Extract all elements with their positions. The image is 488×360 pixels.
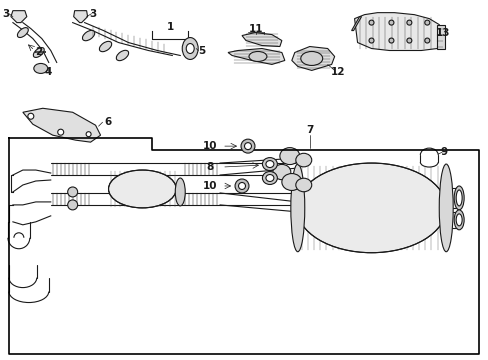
Ellipse shape [67,200,78,210]
Ellipse shape [265,161,273,167]
Ellipse shape [34,63,48,73]
Ellipse shape [453,186,463,210]
Ellipse shape [368,38,373,43]
Ellipse shape [279,148,299,165]
Text: 10: 10 [203,141,217,151]
Text: 5: 5 [198,45,205,55]
Ellipse shape [262,158,277,171]
Ellipse shape [295,153,311,167]
Ellipse shape [99,41,111,52]
Text: 4: 4 [44,67,51,77]
Polygon shape [242,32,281,46]
Ellipse shape [455,190,461,206]
Ellipse shape [296,163,446,253]
Text: 2: 2 [35,48,42,58]
Ellipse shape [175,178,185,206]
Ellipse shape [116,50,128,60]
Ellipse shape [82,30,95,41]
Text: 3: 3 [2,9,10,19]
Polygon shape [436,24,444,49]
Ellipse shape [388,38,393,43]
Ellipse shape [281,174,301,190]
Ellipse shape [424,38,429,43]
Polygon shape [227,49,285,64]
Polygon shape [23,108,101,142]
Ellipse shape [241,139,254,153]
Text: 3: 3 [89,9,96,19]
Ellipse shape [67,187,78,197]
Text: 10: 10 [203,181,217,191]
Ellipse shape [182,37,198,59]
Ellipse shape [235,179,248,193]
Text: 12: 12 [330,67,344,77]
Ellipse shape [58,129,63,135]
Ellipse shape [108,170,176,208]
Ellipse shape [265,175,273,181]
Text: 9: 9 [440,147,447,157]
Ellipse shape [438,164,452,252]
Ellipse shape [406,20,411,25]
Text: 11: 11 [248,24,263,33]
Ellipse shape [406,38,411,43]
Polygon shape [291,46,334,71]
Polygon shape [74,11,87,23]
Ellipse shape [453,210,463,230]
Text: 13: 13 [435,28,449,37]
Text: 1: 1 [166,22,174,32]
Ellipse shape [368,20,373,25]
Ellipse shape [295,178,311,192]
Ellipse shape [186,44,194,54]
Ellipse shape [424,20,429,25]
Polygon shape [354,13,440,50]
Text: 8: 8 [206,162,213,172]
Text: 6: 6 [103,117,111,127]
Ellipse shape [86,132,91,137]
Polygon shape [11,11,27,23]
Ellipse shape [28,113,34,119]
Ellipse shape [33,48,44,58]
Ellipse shape [18,28,28,37]
Ellipse shape [272,165,290,180]
Ellipse shape [290,164,304,252]
Ellipse shape [238,183,245,189]
Ellipse shape [388,20,393,25]
Ellipse shape [262,171,277,184]
Ellipse shape [455,214,461,226]
Ellipse shape [300,51,322,66]
Polygon shape [351,17,361,31]
Ellipse shape [248,51,266,62]
Ellipse shape [244,143,251,150]
Text: 7: 7 [305,125,313,135]
